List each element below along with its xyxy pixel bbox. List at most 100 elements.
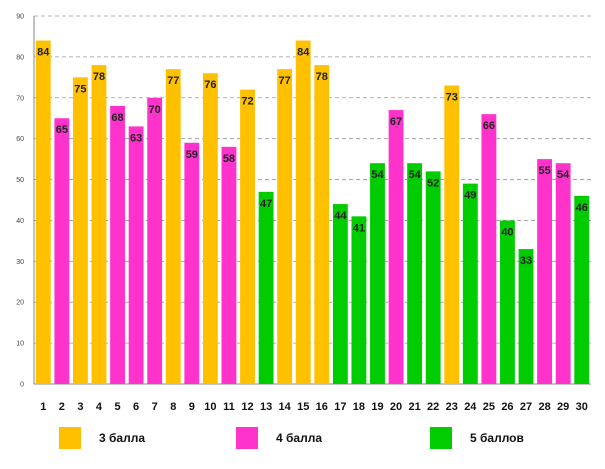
y-tick-label-10: 10 (16, 341, 24, 348)
x-tick-label-16: 16 (316, 401, 328, 413)
x-tick-label-7: 7 (152, 401, 158, 413)
x-tick-label-27: 27 (520, 401, 532, 413)
x-tick-label-30: 30 (576, 401, 588, 413)
data-label-15: 84 (297, 47, 310, 59)
data-label-25: 66 (483, 120, 495, 132)
legend-swatch-4 (236, 427, 258, 449)
bar-27 (518, 249, 534, 384)
legend-label-4: 4 балла (276, 431, 323, 445)
data-label-12: 72 (241, 96, 253, 108)
bar-25 (481, 114, 497, 384)
bar-22 (425, 171, 441, 384)
bar-10 (202, 73, 218, 384)
y-tick-label-0: 0 (20, 382, 24, 389)
bar-26 (500, 220, 515, 384)
bar-1 (35, 40, 51, 385)
bar-19 (370, 163, 385, 384)
bar-23 (444, 85, 460, 384)
x-tick-label-1: 1 (40, 401, 46, 413)
x-tick-label-9: 9 (189, 401, 195, 413)
bar-18 (351, 216, 367, 384)
data-label-11: 58 (223, 153, 235, 165)
x-tick-label-6: 6 (133, 401, 139, 413)
x-tick-label-4: 4 (96, 401, 103, 413)
bar-7 (147, 97, 163, 385)
data-label-7: 70 (149, 104, 161, 116)
bar-17 (332, 204, 348, 384)
legend-swatch-5 (430, 427, 452, 449)
bar-24 (462, 183, 478, 384)
y-tick-label-60: 60 (16, 136, 24, 143)
x-tick-label-5: 5 (114, 401, 120, 413)
x-tick-label-18: 18 (353, 401, 365, 413)
bar-28 (537, 159, 553, 384)
legend-swatch-3 (59, 427, 81, 449)
data-label-20: 67 (390, 116, 402, 128)
bar-20 (388, 110, 404, 385)
x-tick-label-13: 13 (260, 401, 272, 413)
bar-5 (110, 105, 125, 384)
x-tick-label-17: 17 (334, 401, 346, 413)
x-tick-label-15: 15 (297, 401, 309, 413)
bar-13 (258, 191, 274, 384)
x-tick-label-24: 24 (464, 401, 477, 413)
x-tick-label-19: 19 (371, 401, 383, 413)
bar-2 (54, 118, 70, 384)
x-tick-label-3: 3 (77, 401, 83, 413)
x-tick-label-21: 21 (408, 401, 420, 413)
bar-15 (295, 40, 311, 385)
y-tick-label-90: 90 (16, 14, 24, 21)
bar-16 (314, 65, 330, 385)
bar-4 (91, 65, 107, 385)
legend-label-5: 5 баллов (470, 431, 524, 445)
data-label-30: 46 (576, 202, 588, 214)
x-tick-label-10: 10 (204, 401, 216, 413)
x-tick-label-8: 8 (170, 401, 176, 413)
x-tick-label-23: 23 (446, 401, 458, 413)
data-label-13: 47 (260, 198, 272, 210)
x-tick-label-29: 29 (557, 401, 569, 413)
data-label-29: 54 (557, 169, 570, 181)
legend-item-3: 3 балла (59, 427, 145, 449)
x-tick-label-25: 25 (483, 401, 495, 413)
x-tick-label-12: 12 (241, 401, 253, 413)
data-label-5: 68 (111, 112, 123, 124)
bar-9 (184, 142, 200, 384)
legend-item-4: 4 балла (236, 427, 322, 449)
x-tick-label-28: 28 (538, 401, 550, 413)
data-label-16: 78 (316, 71, 328, 83)
x-tick-label-2: 2 (59, 401, 65, 413)
y-tick-label-20: 20 (16, 300, 24, 307)
bar-14 (277, 69, 293, 385)
y-tick-label-80: 80 (16, 54, 24, 61)
data-label-17: 44 (334, 210, 347, 222)
x-tick-label-22: 22 (427, 401, 439, 413)
data-label-3: 75 (74, 83, 86, 95)
data-label-14: 77 (279, 75, 291, 87)
x-tick-label-14: 14 (279, 401, 292, 413)
data-label-1: 84 (37, 47, 50, 59)
data-label-22: 52 (427, 177, 439, 189)
bar-11 (221, 146, 237, 384)
data-label-8: 77 (167, 75, 179, 87)
data-label-9: 59 (186, 149, 198, 161)
legend-item-5: 5 баллов (430, 427, 524, 449)
data-label-28: 55 (538, 165, 550, 177)
data-label-2: 65 (56, 124, 68, 136)
data-label-4: 78 (93, 71, 105, 83)
x-tick-label-11: 11 (223, 401, 235, 413)
data-label-26: 40 (501, 226, 513, 238)
bar-21 (407, 163, 423, 384)
y-tick-label-50: 50 (16, 177, 24, 184)
bar-6 (128, 126, 144, 385)
data-label-6: 63 (130, 132, 142, 144)
y-tick-label-40: 40 (16, 218, 24, 225)
legend-label-3: 3 балла (99, 431, 146, 445)
bar-12 (240, 89, 255, 384)
bar-8 (165, 69, 181, 385)
bar-29 (555, 163, 571, 384)
y-tick-label-70: 70 (16, 95, 24, 102)
x-tick-label-20: 20 (390, 401, 402, 413)
y-tick-label-30: 30 (16, 259, 24, 266)
